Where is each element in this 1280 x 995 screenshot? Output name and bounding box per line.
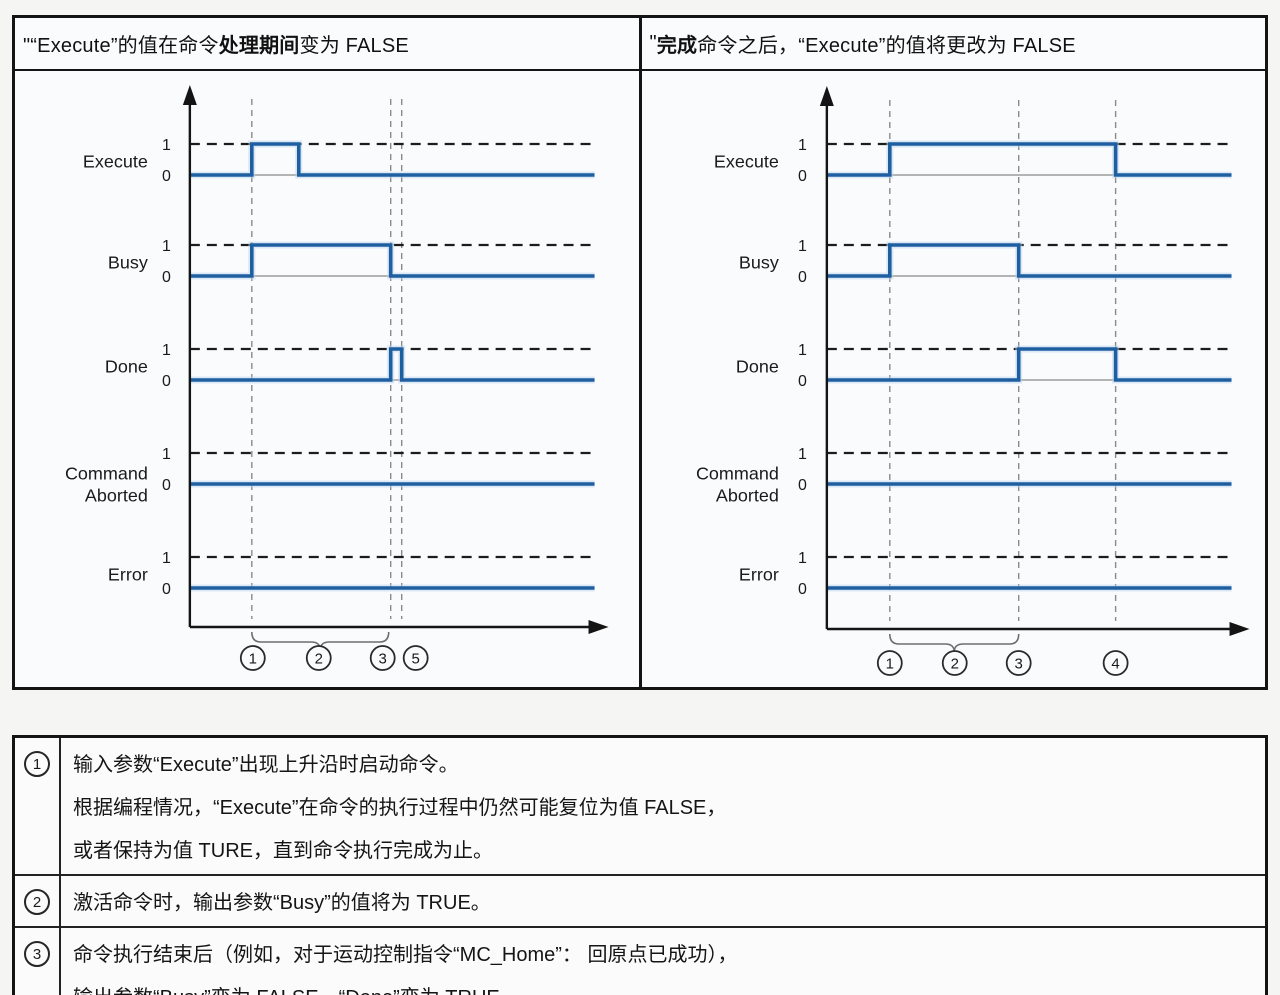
note-3-number-cell: 3	[15, 928, 61, 995]
level-low-label-command-aborted: 0	[797, 477, 806, 494]
signal-label-done: Done	[735, 356, 778, 376]
event-marker-label-5: 5	[412, 650, 420, 667]
event-marker-4	[1102, 650, 1129, 676]
event-marker-5	[402, 645, 429, 671]
event-marker-label-2: 2	[950, 655, 958, 672]
level-low-label-error: 0	[797, 581, 806, 598]
signal-label-busy: Busy	[108, 252, 148, 272]
note-1-line-2: 根据编程情况，“Execute”在命令的执行过程中仍然可能复位为值 FALSE，	[73, 797, 727, 819]
note-1-text-cell: 输入参数“Execute”出现上升沿时启动命令。 根据编程情况，“Execute…	[61, 738, 1265, 874]
signal-trace-busy	[827, 243, 1232, 278]
note-2-number-cell: 2	[15, 876, 61, 926]
signal-label-error: Error	[738, 564, 778, 584]
signal-trace-busy	[190, 243, 595, 278]
panel-left: "“Execute”的值在命令 处理期间 变为 FALSE Execute 1 0 Bus…	[15, 18, 642, 687]
panel-left-body: Execute 1 0 Busy 1 0 Done 1 0 Command Aborted 1 0 Err…	[15, 71, 639, 688]
signal-label-execute: Execute	[83, 151, 148, 171]
event-marker-1	[876, 650, 903, 676]
signal-trace-execute	[827, 142, 1232, 177]
level-high-label-execute: 1	[797, 137, 806, 154]
level-low-label-execute: 0	[162, 168, 171, 185]
note-row-3: 3 命令执行结束后（例如，对于运动控制指令“MC_Home”： 回原点已成功），…	[15, 928, 1265, 995]
signal-trace-done	[827, 347, 1232, 382]
panel-right-title-pre: "	[649, 32, 657, 54]
signal-label-command-aborted: Aborted	[85, 485, 148, 505]
level-high-label-command-aborted: 1	[162, 446, 171, 463]
level-low-label-done: 0	[162, 373, 171, 390]
note-1-number: 1	[32, 755, 42, 773]
level-high-label-done: 1	[797, 342, 806, 359]
level-high-label-execute: 1	[162, 137, 171, 154]
signal-label-busy: Busy	[738, 252, 778, 272]
level-high-label-done: 1	[162, 342, 171, 359]
x-axis-arrow	[1229, 622, 1250, 636]
level-high-label-command-aborted: 1	[797, 446, 806, 463]
note-2-number: 2	[32, 893, 42, 911]
panel-left-title-bold: 处理期间	[218, 35, 300, 57]
level-low-label-error: 0	[162, 581, 171, 598]
note-1-line-3: 或者保持为值 TURE，直到命令执行完成为止。	[73, 840, 493, 862]
note-row-2: 2 激活命令时，输出参数“Busy”的值将为 TRUE。	[15, 876, 1265, 928]
note-3-number: 3	[32, 945, 42, 963]
note-2-circled-number: 2	[24, 889, 50, 915]
panel-right-title-bold: 完成	[656, 35, 698, 57]
y-axis-arrow	[182, 85, 197, 105]
signal-label-done: Done	[105, 356, 148, 376]
signal-trace-done	[190, 347, 595, 382]
event-marker-1	[239, 645, 266, 671]
signal-label-error: Error	[108, 564, 148, 584]
level-high-label-busy: 1	[162, 238, 171, 255]
panel-right-title: " 完成 命令之后，“Execute”的值将更改为 FALSE	[641, 18, 1265, 71]
event-marker-label-1: 1	[885, 655, 893, 672]
note-row-1: 1 输入参数“Execute”出现上升沿时启动命令。 根据编程情况，“Execu…	[15, 738, 1265, 876]
note-1-circled-number: 1	[24, 751, 50, 777]
level-low-label-done: 0	[797, 373, 806, 390]
note-1-line-1: 输入参数“Execute”出现上升沿时启动命令。	[73, 754, 459, 776]
signal-label-execute: Execute	[713, 151, 778, 171]
event-marker-label-1: 1	[249, 650, 257, 667]
event-marker-3	[369, 645, 396, 671]
level-low-label-command-aborted: 0	[162, 477, 171, 494]
phase-brace	[888, 633, 1019, 653]
notes-table: 1 输入参数“Execute”出现上升沿时启动命令。 根据编程情况，“Execu…	[12, 735, 1268, 995]
note-3-line-2: 输出参数“Busy”变为 FALSE，“Done”变为 TRUE。	[73, 977, 1265, 995]
y-axis-arrow	[819, 86, 834, 106]
level-low-label-busy: 0	[797, 269, 806, 286]
level-high-label-error: 1	[797, 550, 806, 567]
event-marker-label-4: 4	[1111, 655, 1119, 672]
signal-label-command-aborted: Command	[65, 463, 148, 483]
note-2-text-cell: 激活命令时，输出参数“Busy”的值将为 TRUE。	[61, 876, 1265, 926]
timing-panels-table: "“Execute”的值在命令 处理期间 变为 FALSE Execute 1 0 Bus…	[12, 15, 1268, 690]
panel-right-body: Execute 1 0 Busy 1 0 Done 1 0 Command Aborted 1 0 Err…	[642, 71, 1266, 688]
signal-label-command-aborted: Aborted	[715, 485, 778, 505]
event-marker-label-3: 3	[379, 650, 387, 667]
panel-left-title-pre: "“Execute”的值在命令	[23, 35, 219, 57]
event-marker-2	[305, 645, 332, 671]
event-marker-2	[941, 650, 968, 676]
signal-trace-execute	[190, 142, 595, 177]
x-axis-arrow	[588, 620, 609, 634]
level-high-label-error: 1	[162, 550, 171, 567]
note-3-text-cell: 命令执行结束后（例如，对于运动控制指令“MC_Home”： 回原点已成功）， 输…	[61, 928, 1265, 995]
event-marker-label-2: 2	[315, 650, 323, 667]
note-2-line-1: 激活命令时，输出参数“Busy”的值将为 TRUE。	[73, 892, 491, 914]
note-3-line-1: 命令执行结束后（例如，对于运动控制指令“MC_Home”： 回原点已成功），	[73, 944, 738, 966]
panel-right-title-post: 命令之后，“Execute”的值将更改为 FALSE	[697, 35, 1076, 57]
panel-right: " 完成 命令之后，“Execute”的值将更改为 FALSE Execute 1 0 B…	[641, 18, 1266, 688]
signal-halo-done	[827, 345, 1232, 384]
level-high-label-busy: 1	[797, 238, 806, 255]
note-1-number-cell: 1	[15, 738, 61, 874]
event-marker-label-3: 3	[1014, 655, 1022, 672]
note-3-circled-number: 3	[24, 941, 50, 967]
event-marker-3	[1005, 650, 1032, 676]
panel-left-title: "“Execute”的值在命令 处理期间 变为 FALSE	[15, 18, 639, 71]
signal-label-command-aborted: Command	[695, 463, 778, 483]
panel-left-title-post: 变为 FALSE	[299, 35, 409, 57]
level-low-label-execute: 0	[797, 168, 806, 185]
level-low-label-busy: 0	[162, 269, 171, 286]
